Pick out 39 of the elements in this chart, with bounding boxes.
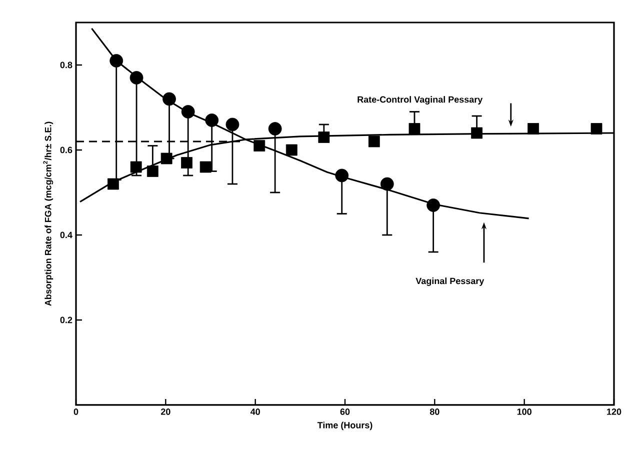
point (590, 123, 602, 134)
point (318, 132, 330, 143)
x-tick-label: 120 (607, 408, 622, 415)
point (110, 54, 124, 68)
point (528, 123, 539, 134)
point (162, 92, 176, 106)
point (181, 105, 195, 118)
x-tick-label: 60 (340, 408, 350, 415)
point (254, 140, 266, 152)
y-tick-label: 0.2 (60, 316, 72, 324)
point (160, 152, 172, 164)
point (181, 157, 192, 168)
point (408, 123, 420, 134)
x-tick-label: 80 (430, 408, 440, 415)
point (146, 166, 158, 177)
point (335, 168, 349, 182)
annotation: Vaginal Pessary (416, 278, 484, 286)
x-tick-label: 100 (517, 408, 532, 415)
point (108, 178, 119, 190)
point (205, 114, 219, 127)
point (471, 127, 483, 139)
x-tick-label: 20 (160, 408, 170, 415)
x-tick-label: 40 (250, 408, 260, 415)
y-tick-label: 0.6 (60, 146, 72, 154)
x-axis-title: Time (Hours) (317, 422, 372, 430)
annotation: Rate-Control Vaginal Pessary (358, 96, 483, 104)
point (426, 198, 440, 212)
point (286, 144, 298, 156)
point (380, 177, 394, 191)
point (268, 122, 282, 136)
point (200, 161, 212, 173)
y-axis-title: Absorption Rate of FGA (mcg/cm$^{2}$/hr± S.E.) (43, 122, 54, 306)
point (226, 118, 240, 132)
y-tick-label: 0.4 (60, 232, 72, 238)
point (368, 136, 380, 148)
point (130, 161, 142, 173)
point (130, 71, 144, 84)
x-tick-label: 0 (74, 408, 78, 415)
y-tick-label: 0.8 (60, 62, 72, 68)
